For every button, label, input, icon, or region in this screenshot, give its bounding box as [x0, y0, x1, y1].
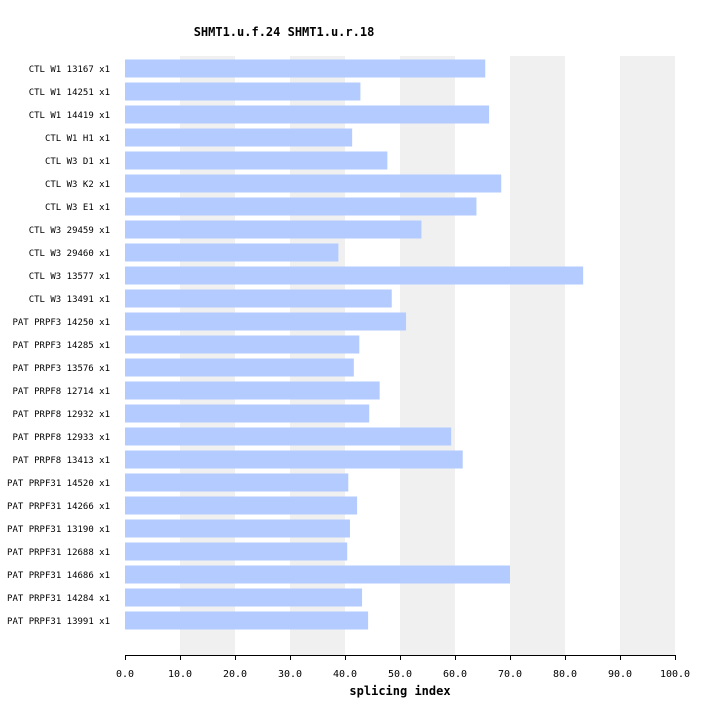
bar — [125, 611, 369, 630]
x-tick-label: 0.0 — [116, 669, 134, 680]
bar — [125, 82, 361, 101]
x-tick-label: 90.0 — [608, 669, 632, 680]
category-label: PAT PRPF31 13991 x1 — [7, 617, 110, 627]
x-tick-label: 100.0 — [660, 669, 690, 680]
x-tick-label: 40.0 — [333, 669, 357, 680]
category-label: PAT PRPF31 14520 x1 — [7, 479, 110, 489]
category-label: PAT PRPF8 13413 x1 — [12, 456, 110, 466]
bar — [125, 174, 502, 193]
chart-title: SHMT1.u.f.24 SHMT1.u.r.18 — [194, 25, 375, 39]
x-axis: 0.0 10.0 20.0 30.0 40.0 50.0 60.0 70.0 80.0 90.0 1… — [116, 655, 690, 680]
bar — [125, 427, 452, 446]
x-tick-label: 70.0 — [498, 669, 522, 680]
category-label: PAT PRPF31 14686 x1 — [7, 571, 110, 581]
x-axis-label: splicing index — [349, 684, 450, 698]
bar — [125, 59, 486, 78]
bar — [125, 197, 477, 216]
category-label: CTL W3 13577 x1 — [29, 272, 110, 282]
category-label: CTL W3 E1 x1 — [45, 203, 110, 213]
bar — [125, 381, 380, 400]
bar — [125, 128, 353, 147]
bar — [125, 565, 510, 584]
bar — [125, 266, 584, 285]
category-label: PAT PRPF31 14266 x1 — [7, 502, 110, 512]
bar — [125, 243, 339, 262]
category-label: PAT PRPF8 12714 x1 — [12, 387, 110, 397]
category-label: PAT PRPF31 14284 x1 — [7, 594, 110, 604]
bar — [125, 312, 407, 331]
bar — [125, 220, 422, 239]
bar — [125, 289, 392, 308]
x-tick-label: 30.0 — [278, 669, 302, 680]
category-label: CTL W3 29459 x1 — [29, 226, 110, 236]
bar — [125, 496, 358, 515]
bars — [125, 59, 584, 630]
bar — [125, 404, 370, 423]
x-tick-label: 10.0 — [168, 669, 192, 680]
category-label: CTL W3 13491 x1 — [29, 295, 110, 305]
category-labels: CTL W1 13167 x1 CTL W1 14251 x1 CTL W1 144… — [7, 65, 110, 627]
x-tick-label: 80.0 — [553, 669, 577, 680]
category-label: CTL W1 13167 x1 — [29, 65, 110, 75]
category-label: CTL W3 K2 x1 — [45, 180, 110, 190]
category-label: PAT PRPF3 13576 x1 — [12, 364, 110, 374]
bar — [125, 542, 348, 561]
bar — [125, 588, 363, 607]
category-label: PAT PRPF8 12932 x1 — [12, 410, 110, 420]
category-label: CTL W1 H1 x1 — [45, 134, 110, 144]
bar — [125, 358, 354, 377]
bar — [125, 335, 360, 354]
x-tick-label: 20.0 — [223, 669, 247, 680]
bar — [125, 450, 463, 469]
category-label: CTL W3 29460 x1 — [29, 249, 110, 259]
category-label: CTL W1 14419 x1 — [29, 111, 110, 121]
category-label: PAT PRPF3 14285 x1 — [12, 341, 110, 351]
category-label: PAT PRPF31 12688 x1 — [7, 548, 110, 558]
category-label: CTL W3 D1 x1 — [45, 157, 110, 167]
background-band — [510, 56, 565, 655]
background-band — [620, 56, 675, 655]
category-label: PAT PRPF8 12933 x1 — [12, 433, 110, 443]
background-band — [400, 56, 455, 655]
category-label: PAT PRPF3 14250 x1 — [12, 318, 110, 328]
x-tick-label: 60.0 — [443, 669, 467, 680]
category-label: PAT PRPF31 13190 x1 — [7, 525, 110, 535]
category-label: CTL W1 14251 x1 — [29, 88, 110, 98]
bar — [125, 519, 350, 538]
x-tick-label: 50.0 — [388, 669, 412, 680]
bar — [125, 473, 349, 492]
bar — [125, 105, 490, 124]
bar — [125, 151, 388, 170]
